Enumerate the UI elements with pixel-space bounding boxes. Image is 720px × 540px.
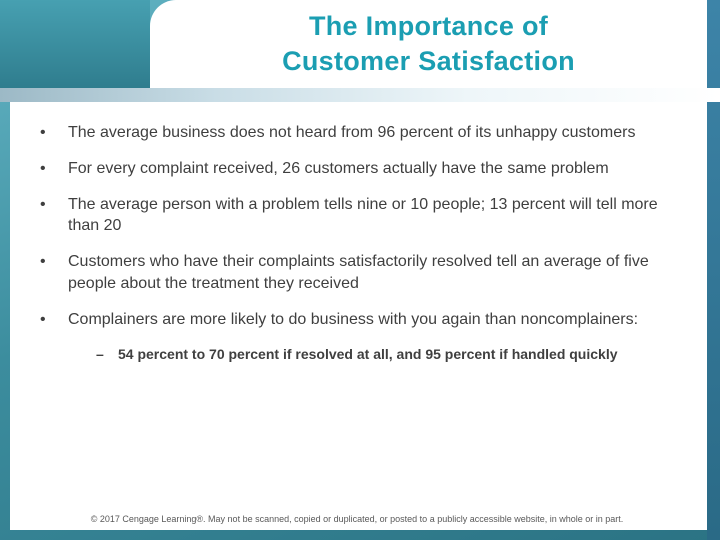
bullet-item: • The average person with a problem tell… (40, 194, 681, 236)
bullet-text: The average person with a problem tells … (68, 196, 658, 235)
bullet-text: Customers who have their complaints sati… (68, 253, 649, 292)
slide-right-border (707, 0, 720, 540)
bullet-marker: • (40, 196, 46, 214)
dash-marker: – (96, 345, 104, 362)
bullet-text: Complainers are more likely to do busine… (68, 310, 639, 328)
bullet-item: • Customers who have their complaints sa… (40, 251, 681, 293)
page-title-line-1: The Importance of (308, 10, 549, 41)
title-panel: The Importance of Customer Satisfaction (150, 0, 707, 88)
sub-bullet-item: – 54 percent to 70 percent if resolved a… (96, 345, 681, 364)
sub-bullet-text: 54 percent to 70 percent if resolved at … (118, 345, 618, 362)
bullet-text: The average business does not heard from… (68, 124, 636, 141)
page-title-line-2: Customer Satisfaction (282, 46, 575, 76)
bullet-item: • For every complaint received, 26 custo… (40, 158, 681, 179)
bullet-marker: • (40, 160, 46, 178)
bullet-marker: • (40, 253, 46, 271)
bullet-marker: • (40, 310, 46, 328)
bullet-item: • Complainers are more likely to do busi… (40, 309, 681, 330)
copyright-footer: © 2017 Cengage Learning®. May not be sca… (90, 514, 624, 524)
title-divider-band (0, 88, 720, 102)
slide-body: • The average business does not heard fr… (10, 102, 707, 530)
slide-corner-block (0, 0, 150, 88)
bullet-marker: • (40, 124, 46, 141)
bullet-text: For every complaint received, 26 custome… (68, 160, 609, 178)
bullet-item: • The average business does not heard fr… (40, 122, 681, 143)
